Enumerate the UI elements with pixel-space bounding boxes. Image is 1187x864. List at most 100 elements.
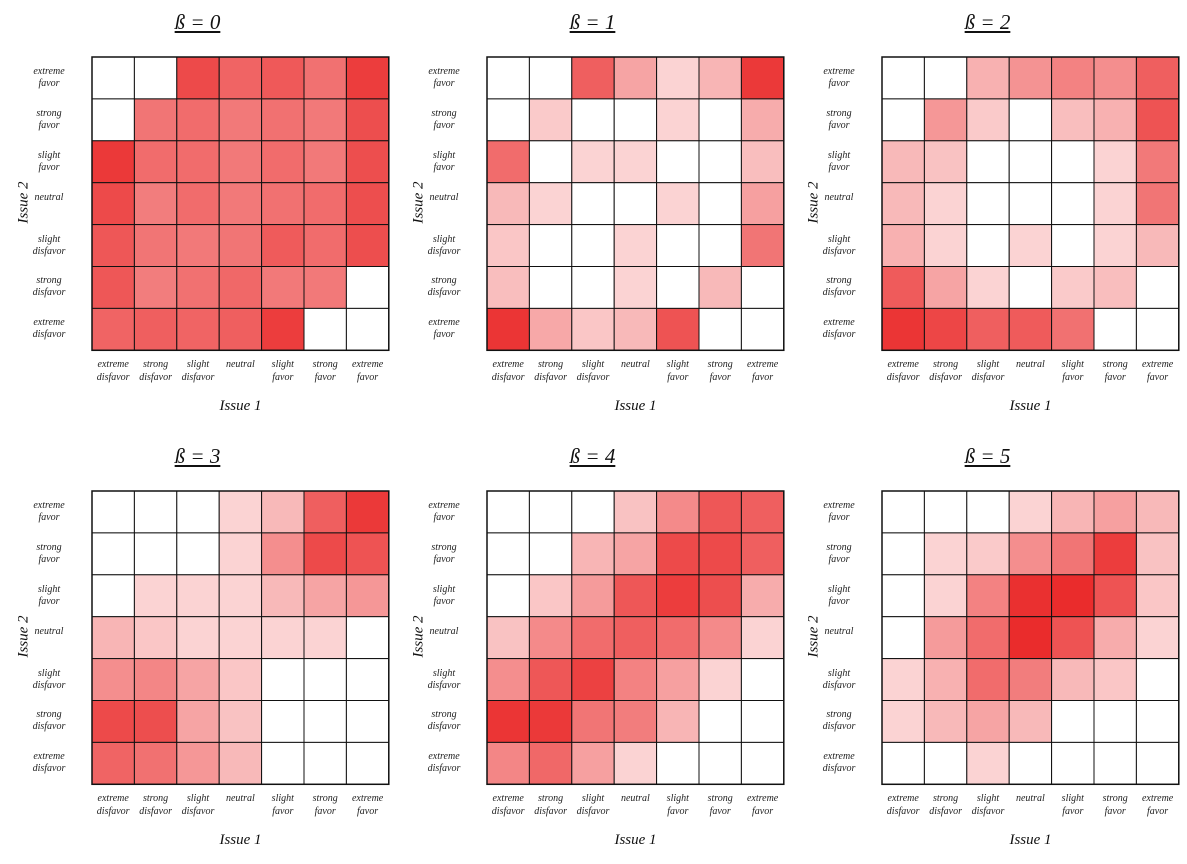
heatmap-cell: [966, 700, 1010, 743]
heatmap-cell: [698, 741, 742, 785]
heatmap-cell: [91, 490, 135, 534]
heatmap-plot: [881, 56, 1180, 352]
x-tick-label: extreme favor: [351, 793, 384, 817]
y-tick-label: strong disfavor: [822, 275, 856, 299]
x-tick-label: extreme disfavor: [491, 359, 525, 383]
x-tick-label: extreme favor: [1141, 793, 1174, 817]
heatmap-cell: [91, 700, 135, 743]
heatmap-cell: [740, 741, 785, 785]
heatmap-cell: [1051, 224, 1095, 268]
x-tick-label: slight favor: [271, 793, 294, 817]
heatmap-cell: [303, 182, 347, 226]
x-tick-label: strong favor: [1102, 359, 1128, 383]
heatmap-cell: [133, 741, 178, 785]
x-axis-title: Issue 1: [1009, 398, 1052, 414]
heatmap-cell: [698, 490, 742, 534]
heatmap-cell: [881, 224, 925, 268]
heatmap-cell: [656, 658, 700, 702]
heatmap-cell: [656, 700, 700, 743]
heatmap-cell: [486, 140, 530, 184]
heatmap-cell: [1051, 98, 1095, 142]
heatmap-cell: [1051, 56, 1095, 100]
heatmap-plot: [881, 490, 1180, 786]
heatmap-cell: [486, 98, 530, 142]
y-tick-label: extreme favor: [33, 65, 65, 89]
heatmap-cell: [613, 307, 658, 351]
y-tick-label: strong favor: [826, 107, 852, 131]
y-tick-label: slight favor: [827, 583, 851, 607]
heatmap-cell: [656, 140, 700, 184]
y-axis-title: Issue 2: [410, 181, 427, 224]
y-tick-label: extreme disfavor: [822, 751, 856, 775]
y-tick-label: extreme favor: [823, 499, 855, 523]
y-tick-label: extreme favor: [428, 317, 460, 341]
heatmap-cell: [528, 307, 573, 351]
heatmap-cell: [966, 266, 1010, 309]
heatmap-cell: [740, 616, 785, 660]
x-tick-label: strong disfavor: [139, 793, 172, 817]
x-tick-label: neutral: [620, 793, 650, 804]
heatmap-cell: [740, 700, 785, 743]
heatmap-cell: [966, 616, 1010, 660]
heatmap-cell: [1135, 56, 1180, 100]
y-tick-label: strong favor: [431, 541, 457, 565]
heatmap-cell: [261, 182, 305, 226]
y-tick-label: slight disfavor: [822, 667, 856, 691]
heatmap-cell: [303, 700, 347, 743]
heatmap-cell: [176, 98, 220, 142]
heatmap-cell: [881, 532, 925, 576]
heatmap-cell: [656, 616, 700, 660]
x-tick-label: extreme favor: [1141, 359, 1174, 383]
heatmap-cell: [1008, 140, 1053, 184]
heatmap-cell: [923, 56, 968, 100]
heatmap-cell: [486, 700, 530, 743]
heatmap-panel: ß = 0 extreme favor strong favor slight fav…: [0, 0, 395, 430]
heatmap-cell: [303, 266, 347, 309]
heatmap-cell: [571, 307, 615, 351]
heatmap-cell: [881, 266, 925, 309]
heatmap-cell: [345, 182, 390, 226]
heatmap-cell: [303, 56, 347, 100]
y-tick-label: strong disfavor: [32, 709, 66, 733]
heatmap-cell: [571, 224, 615, 268]
y-tick-label: neutral: [824, 625, 854, 637]
heatmap-cell: [176, 224, 220, 268]
y-tick-label: strong disfavor: [822, 709, 856, 733]
heatmap-cell: [261, 741, 305, 785]
heatmap-cell: [1135, 140, 1180, 184]
heatmap-cell: [923, 224, 968, 268]
x-tick-label: neutral: [225, 359, 255, 370]
chart-title: ß = 2: [964, 10, 1011, 34]
heatmap-cell: [261, 307, 305, 351]
x-axis-title: Issue 1: [614, 832, 657, 848]
heatmap-cell: [923, 182, 968, 226]
heatmap-cell: [698, 658, 742, 702]
y-tick-label: slight disfavor: [32, 667, 66, 691]
chart-title: ß = 5: [964, 444, 1011, 468]
heatmap-cell: [261, 266, 305, 309]
y-tick-label: extreme favor: [33, 499, 65, 523]
x-tick-label: extreme disfavor: [96, 359, 130, 383]
y-tick-label: slight disfavor: [427, 667, 461, 691]
heatmap-cell: [740, 490, 785, 534]
heatmap-cell: [133, 182, 178, 226]
x-tick-label: strong disfavor: [929, 793, 962, 817]
heatmap-cell: [966, 224, 1010, 268]
chart-title: ß = 4: [569, 444, 616, 468]
heatmap-cell: [218, 224, 263, 268]
heatmap-cell: [1008, 700, 1053, 743]
y-tick-label: slight disfavor: [822, 233, 856, 257]
heatmap-cell: [656, 182, 700, 226]
heatmap-cell: [486, 616, 530, 660]
y-tick-label: neutral: [429, 191, 459, 203]
heatmap-plot: [486, 56, 785, 352]
heatmap-cell: [528, 490, 573, 534]
x-tick-label: neutral: [1015, 793, 1045, 804]
heatmap-cell: [91, 741, 135, 785]
heatmap-cell: [1008, 574, 1053, 618]
heatmap-cell: [740, 532, 785, 576]
y-tick-label: strong favor: [826, 541, 852, 565]
heatmap-cell: [528, 266, 573, 309]
heatmap-cell: [486, 574, 530, 618]
heatmap-cell: [176, 658, 220, 702]
